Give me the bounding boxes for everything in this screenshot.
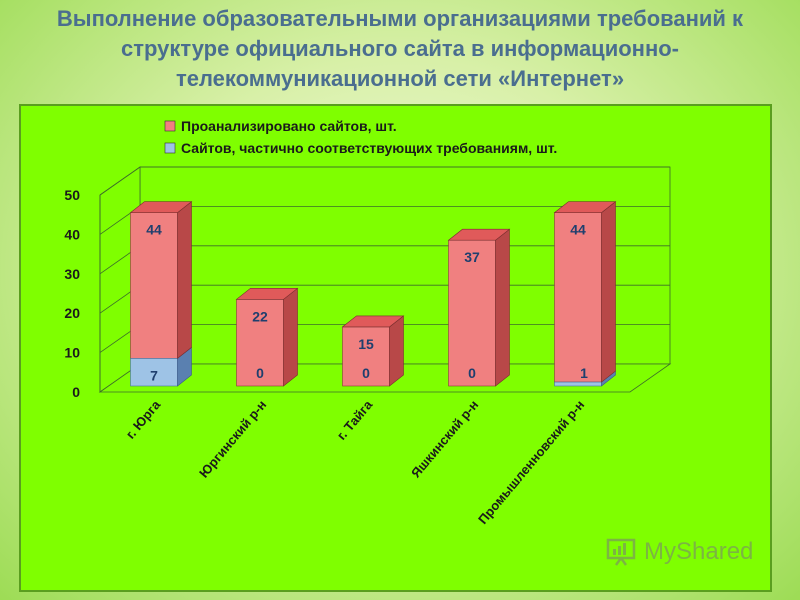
bar-side-analyzed [495, 228, 510, 387]
slide-title: Выполнение образовательными организациям… [20, 4, 780, 94]
title-line: телекоммуникационной сети «Интернет» [175, 66, 625, 91]
bar-segment-analyzed [130, 212, 178, 359]
bar-top [341, 315, 405, 328]
data-label-compliant: 0 [362, 365, 370, 381]
gridline [99, 166, 670, 196]
data-label-compliant: 0 [468, 365, 476, 381]
x-tick-label: г. Тайга [334, 397, 376, 443]
bar-top [235, 288, 299, 300]
data-label-analyzed: 22 [252, 308, 268, 324]
bar-segment-compliant [130, 358, 178, 387]
bar-segment-analyzed [342, 326, 390, 387]
watermark-text: MyShared [644, 538, 754, 565]
bar-side-analyzed [389, 315, 404, 387]
data-label-analyzed: 37 [464, 249, 480, 265]
bar-top [447, 228, 511, 241]
y-tick-label: 30 [64, 266, 80, 282]
slideshow-icon [606, 538, 636, 566]
data-label-analyzed: 44 [146, 222, 162, 238]
data-label-analyzed: 15 [358, 336, 374, 352]
y-tick-label: 40 [64, 226, 80, 242]
watermark: MyShared [606, 537, 753, 567]
legend-swatch [164, 142, 176, 154]
x-tick-label: Юргинский р-н [196, 397, 269, 480]
y-tick-label: 0 [72, 384, 80, 400]
legend-label: Сайтов, частично соответствующих требова… [181, 140, 557, 156]
x-tick-label: Яшкинский р-н [408, 397, 481, 480]
bar-segment-analyzed [448, 239, 496, 387]
bar-side-analyzed [601, 201, 616, 383]
bar-side-analyzed [283, 287, 298, 387]
bar-side-analyzed [177, 201, 192, 360]
y-tick-label: 50 [64, 187, 80, 203]
legend-label: Проанализировано сайтов, шт. [181, 118, 397, 134]
x-tick-label: г. Юрга [123, 397, 164, 442]
y-tick-label: 20 [64, 305, 80, 321]
y-tick-label: 10 [64, 345, 80, 361]
bar-segment-analyzed [554, 212, 602, 383]
data-label-analyzed: 44 [570, 222, 586, 238]
bar-top [129, 201, 193, 213]
bar-top [553, 201, 617, 213]
data-label-compliant: 7 [150, 367, 158, 383]
title-line: структуре официального сайта в информаци… [120, 36, 680, 61]
legend-swatch [164, 120, 176, 132]
title-line: Выполнение образовательными организациям… [56, 6, 744, 31]
bar-segment-compliant [554, 381, 602, 387]
data-label-compliant: 1 [580, 365, 588, 381]
x-tick-label: Промышленновский р-н [475, 397, 587, 527]
data-label-compliant: 0 [256, 365, 264, 381]
